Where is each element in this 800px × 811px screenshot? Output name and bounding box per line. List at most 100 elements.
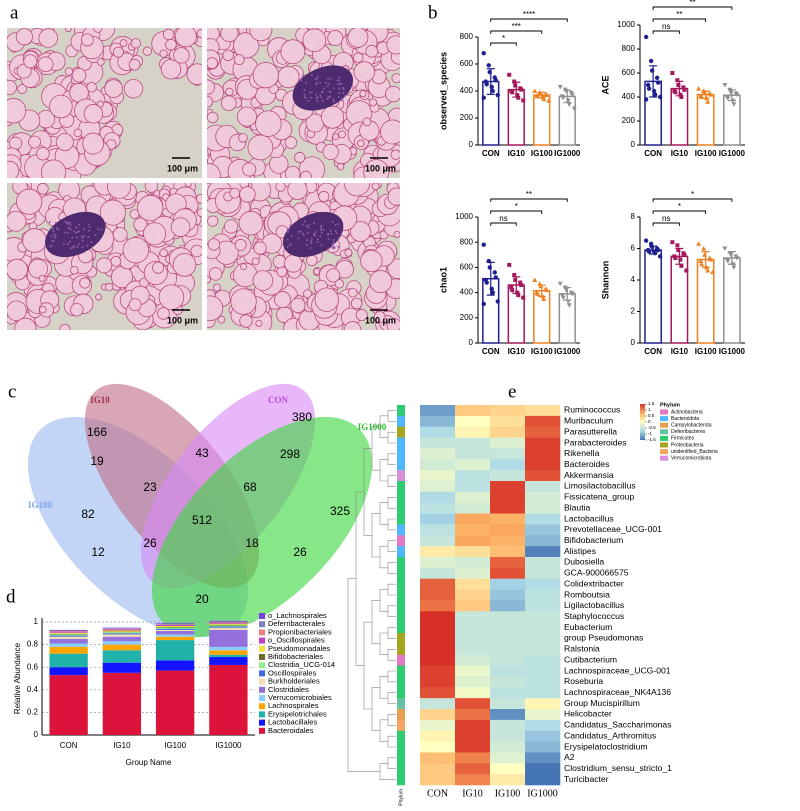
row-label: Group Mucispirillum xyxy=(564,698,640,708)
cell xyxy=(353,61,375,83)
heatmap-cell xyxy=(455,524,491,536)
data-point xyxy=(510,90,515,95)
data-point xyxy=(657,254,663,259)
data-point xyxy=(657,94,663,100)
data-point xyxy=(681,85,686,90)
data-point xyxy=(655,247,661,253)
row-label: Roseburia xyxy=(564,676,603,686)
significance-bracket xyxy=(652,18,707,22)
dendrogram-branch xyxy=(355,491,364,666)
heatmap-cell xyxy=(525,405,561,417)
cell xyxy=(343,183,371,197)
data-point xyxy=(682,252,687,257)
error-bar xyxy=(649,65,658,98)
lymph-node xyxy=(292,65,354,111)
data-point xyxy=(518,280,523,285)
y-tick-label: 2 xyxy=(631,307,636,316)
bar-segment xyxy=(102,634,142,637)
data-point xyxy=(655,80,661,85)
row-label: Lachnospiraceae_UCG-001 xyxy=(564,665,671,675)
bar-segment xyxy=(155,631,195,635)
y-tick-label: 4 xyxy=(631,275,636,284)
y-tick-label: 600 xyxy=(460,263,474,272)
row-label: Erysipelatoclostridium xyxy=(564,741,648,751)
cell xyxy=(326,268,341,283)
heatmap-cell xyxy=(420,763,456,775)
x-tick-label: IG10 xyxy=(508,347,526,356)
data-point xyxy=(710,269,716,275)
bar-segment xyxy=(102,628,142,630)
cell xyxy=(207,111,219,124)
phylum-annotation xyxy=(397,459,405,471)
cell xyxy=(7,160,20,178)
data-point xyxy=(673,90,678,95)
nucleus xyxy=(288,227,291,230)
venn-set-label: IG100 xyxy=(28,500,53,510)
heatmap-cell xyxy=(455,481,491,493)
phylum-annotation xyxy=(397,589,405,601)
data-point xyxy=(673,255,678,260)
lymph-node xyxy=(45,211,106,258)
x-tick-label: IG1000 xyxy=(554,149,581,158)
bar-segment xyxy=(209,627,248,630)
nucleus xyxy=(326,85,329,88)
significance-label: ns xyxy=(499,214,507,223)
bar-segment xyxy=(102,644,142,651)
cell xyxy=(272,254,287,269)
y-tick-label: 1000 xyxy=(617,20,635,29)
cell xyxy=(64,67,74,76)
heatmap-cell xyxy=(455,557,491,569)
cell xyxy=(391,73,400,84)
legend-swatch xyxy=(660,449,668,455)
heatmap-cell xyxy=(455,567,491,580)
x-tick-label: CON xyxy=(644,347,662,356)
legend-label: Oscillospirales xyxy=(268,668,317,677)
data-point xyxy=(731,265,737,270)
heatmap-cell xyxy=(525,622,561,634)
cell xyxy=(70,265,79,275)
data-point xyxy=(484,280,489,285)
cell xyxy=(239,314,253,328)
y-tick-label: 400 xyxy=(622,92,636,101)
cell xyxy=(165,38,177,51)
nucleus xyxy=(302,75,305,78)
data-point xyxy=(563,89,569,94)
data-point xyxy=(708,92,714,97)
data-point xyxy=(646,249,652,254)
nucleus xyxy=(307,231,310,234)
cell xyxy=(96,58,105,66)
bar-segment xyxy=(155,636,195,641)
heatmap-cell xyxy=(420,709,456,721)
data-point xyxy=(495,92,500,98)
scale-label: 100 μm xyxy=(365,315,396,325)
cell xyxy=(229,187,241,199)
legend-label: Bifidobacteriales xyxy=(268,652,323,661)
y-tick-label: 200 xyxy=(622,116,636,125)
nucleus xyxy=(338,87,341,90)
row-label: Eubacterium xyxy=(564,622,612,632)
cell xyxy=(133,217,148,232)
heatmap-cell xyxy=(490,654,526,666)
cell xyxy=(287,183,308,200)
cell xyxy=(190,244,202,258)
cell xyxy=(314,287,339,312)
cell xyxy=(38,28,58,48)
phylum-annotation xyxy=(397,774,405,786)
legend-swatch xyxy=(660,422,668,428)
row-label: Alistipes xyxy=(564,546,596,556)
heatmap-cell xyxy=(490,415,526,428)
cell xyxy=(220,95,237,112)
data-point xyxy=(559,293,565,298)
cell xyxy=(159,49,168,58)
nucleus xyxy=(297,237,300,240)
bar-segment xyxy=(49,638,88,644)
nucleus xyxy=(69,228,72,231)
row-label: Helicobacter xyxy=(564,709,612,719)
nucleus xyxy=(287,230,290,233)
nucleus xyxy=(50,235,53,238)
cell xyxy=(225,87,234,97)
scale-label: 100 μm xyxy=(167,315,198,325)
cell xyxy=(142,46,152,56)
heatmap-cell xyxy=(525,481,561,493)
nucleus xyxy=(303,89,306,92)
